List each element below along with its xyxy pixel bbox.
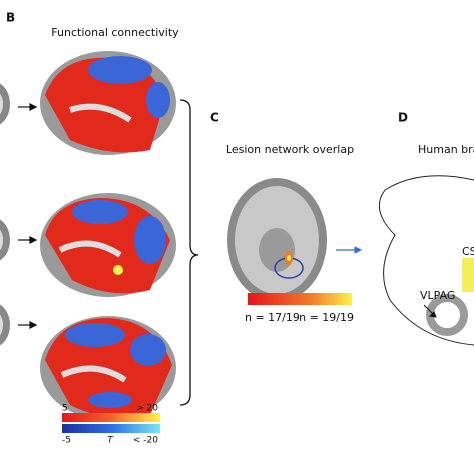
brain-sagittal [40,51,176,155]
arrow [423,304,437,318]
arrow [336,246,363,254]
brace [179,99,199,406]
region-label: CS [462,245,474,258]
panel-title: Functional connectivity [51,26,179,39]
colorbar-label: < -20 [133,436,158,446]
brain-axial [227,178,327,302]
colorbar-label: 5 [62,404,68,414]
panel-letter: C [210,111,219,125]
cs-region [462,258,474,292]
colorbar-label: > 20 [136,404,158,414]
colorbar-label: n = 17/19 [245,311,300,324]
panel-title: Lesion network overlap [226,143,354,156]
panel-letter: B [6,11,15,25]
colorbar [62,413,160,433]
colorbar-label: n = 19/19 [299,311,354,324]
panel-title: Human bra [418,143,474,156]
colorbar-label: -5 [62,436,71,446]
panel-letter: D [398,111,408,125]
arrows [18,103,38,329]
region-label: VLPAG [420,289,455,302]
vlpag-region [426,294,468,336]
seed-images [0,83,10,346]
brain-sagittal [40,193,176,297]
colorbar-label: T [107,436,114,446]
brain-sagittal [40,316,176,420]
colorbar [248,293,352,305]
brain-outline [378,175,474,346]
